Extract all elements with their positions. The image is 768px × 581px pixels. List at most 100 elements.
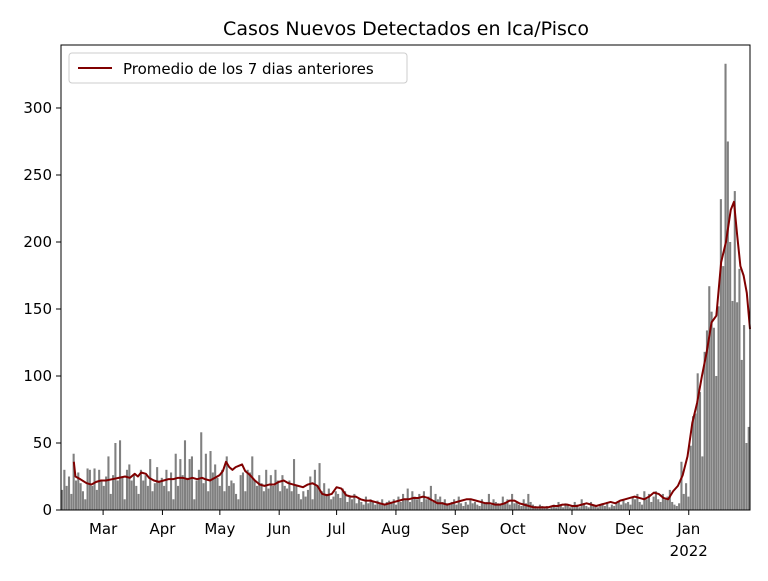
bar	[93, 468, 96, 510]
bar	[687, 496, 690, 510]
bar	[211, 472, 214, 510]
bar	[258, 475, 261, 510]
bar	[599, 504, 602, 510]
bar	[116, 480, 119, 510]
bar	[745, 443, 748, 510]
bar	[483, 503, 486, 510]
bar	[738, 268, 741, 510]
bar	[163, 485, 166, 510]
bar	[70, 493, 73, 510]
bar	[585, 505, 588, 510]
bar	[564, 503, 567, 510]
bar	[221, 469, 224, 510]
bar	[330, 499, 333, 510]
bar	[130, 480, 133, 510]
bar	[692, 416, 695, 510]
bar	[731, 300, 734, 510]
bar	[703, 351, 706, 510]
bar	[86, 468, 89, 510]
x-tick-label: Jun	[266, 520, 290, 538]
bar	[91, 485, 94, 510]
bar	[188, 459, 191, 510]
bar	[675, 505, 678, 510]
bar	[411, 491, 414, 510]
bar	[698, 392, 702, 510]
bar	[165, 469, 168, 510]
bar	[518, 504, 521, 510]
y-tick-label: 100	[23, 367, 52, 385]
bar	[339, 497, 342, 510]
bar	[559, 505, 562, 510]
bar	[722, 266, 725, 510]
bar	[562, 507, 565, 510]
bar	[666, 496, 669, 510]
bar	[747, 426, 750, 510]
bar	[696, 373, 699, 510]
bar	[218, 485, 221, 510]
bar	[620, 504, 623, 510]
bar	[119, 440, 122, 510]
bar	[323, 483, 326, 510]
bar	[425, 499, 428, 510]
x-tick-sublabel: 2022	[670, 542, 708, 560]
bar	[114, 443, 117, 510]
bar	[685, 483, 688, 510]
bar	[172, 499, 175, 510]
bar	[638, 501, 641, 510]
bar	[469, 499, 472, 510]
bar	[408, 501, 412, 510]
bar	[631, 496, 634, 510]
bar	[473, 501, 477, 510]
bar	[569, 507, 572, 510]
x-tick-label: Aug	[381, 520, 410, 538]
bar	[239, 475, 242, 510]
bar	[360, 501, 363, 510]
bar	[244, 491, 247, 510]
bar	[332, 496, 335, 510]
y-tick-label: 0	[42, 501, 52, 519]
bar	[673, 504, 676, 510]
bar	[304, 496, 307, 510]
bar	[214, 464, 217, 510]
bar	[592, 504, 595, 510]
bar	[719, 199, 722, 511]
bar	[125, 469, 129, 510]
bar	[659, 501, 662, 510]
bar	[415, 499, 419, 510]
bar	[302, 491, 305, 510]
bar	[555, 507, 558, 510]
bar	[274, 469, 277, 510]
bar	[313, 469, 316, 510]
bar	[453, 499, 456, 510]
bar	[457, 496, 460, 510]
bar	[337, 493, 340, 510]
bar	[603, 505, 606, 510]
bar	[290, 491, 293, 510]
bar	[420, 501, 423, 510]
bar	[334, 491, 337, 510]
bar	[418, 493, 421, 510]
bar	[95, 489, 98, 510]
bar	[327, 488, 330, 510]
bar	[151, 491, 154, 510]
bar	[346, 501, 349, 510]
bar	[715, 375, 718, 510]
legend-label: Promedio de los 7 dias anteriores	[123, 60, 374, 78]
bar	[149, 459, 152, 510]
bar	[476, 504, 479, 510]
bar	[174, 453, 177, 510]
bar	[578, 507, 581, 510]
bar	[88, 469, 91, 510]
bar	[102, 485, 105, 510]
bar	[61, 489, 64, 510]
bar	[306, 489, 309, 510]
bar	[740, 359, 743, 510]
bar	[668, 489, 671, 510]
bar	[404, 499, 407, 510]
bar	[98, 469, 101, 510]
bar	[432, 501, 435, 510]
bar	[179, 459, 182, 510]
bar	[318, 463, 321, 510]
bar	[355, 503, 358, 510]
bar	[107, 456, 110, 510]
